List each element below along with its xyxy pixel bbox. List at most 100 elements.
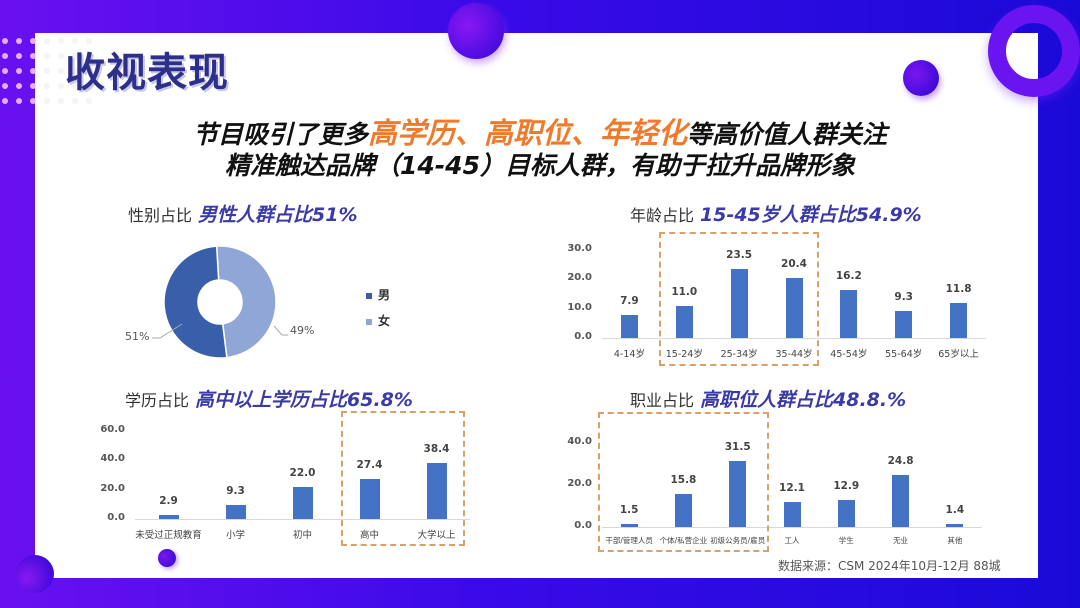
bar (892, 474, 910, 527)
section-emphasis: 男性人群占比51% (198, 204, 358, 226)
dot (16, 68, 22, 74)
bar-value-label: 9.3 (894, 290, 913, 303)
x-category-label: 未受过正规教育 (135, 530, 202, 541)
headline-prefix: 节目吸引了更多 (192, 120, 368, 149)
bar-value-label: 27.4 (356, 458, 383, 471)
dot (58, 53, 64, 59)
leader-line (273, 325, 288, 336)
x-axis-line (602, 338, 986, 339)
purple-sphere-decoration (16, 555, 54, 593)
bar (158, 514, 179, 519)
education-bar-chart: 0.0 20.0 40.0 60.0 2.9 未受过正规教育 9.3 小学 22.0 初中 27.4… (95, 411, 470, 555)
dot (2, 53, 8, 59)
data-source-note: 数据来源：CSM 2024年10月-12月 88城 (778, 559, 1001, 573)
education-section-title: 学历占比 高中以上学历占比65.8% (125, 385, 413, 412)
headline-suffix: 等高价值人群关注 (687, 120, 888, 149)
dot (58, 68, 64, 74)
dot (58, 83, 64, 89)
headline-line-2: 精准触达品牌（14-45）目标人群，有助于拉升品牌形象 (225, 151, 855, 180)
y-tick-label: 40.0 (567, 436, 592, 447)
y-tick-label: 20.0 (567, 478, 592, 489)
page-title: 收视表现 (65, 50, 229, 96)
x-category-label: 45-54岁 (830, 349, 868, 360)
dot (72, 98, 78, 104)
bar-value-label: 12.9 (833, 479, 860, 492)
slide-card (35, 33, 1038, 578)
donut-graphic (152, 245, 288, 359)
dot (58, 98, 64, 104)
dot (2, 68, 8, 74)
bar-value-label: 38.4 (423, 442, 450, 455)
y-tick-label: 30.0 (567, 243, 592, 254)
bar (729, 460, 747, 527)
dot (44, 98, 50, 104)
section-emphasis: 高职位人群占比48.8.% (700, 389, 907, 411)
x-category-label: 高中 (359, 530, 379, 541)
bar (225, 505, 246, 519)
bar (359, 478, 380, 519)
leader-line (152, 323, 183, 339)
x-category-label: 65岁以上 (938, 349, 979, 360)
x-category-label: 工人 (784, 536, 800, 545)
y-tick-label: 40.0 (100, 453, 125, 465)
x-category-label: 小学 (225, 530, 245, 541)
bar-value-label: 16.2 (835, 270, 862, 283)
dot (2, 98, 8, 104)
bar (620, 314, 638, 338)
bar-value-label: 9.3 (226, 485, 245, 498)
age-section-title: 年龄占比 15-45岁人群占比54.9% (630, 200, 922, 227)
bar (620, 523, 638, 527)
bar (785, 278, 803, 338)
x-category-label: 个体/私营企业 (659, 536, 708, 545)
bar (840, 290, 858, 338)
bar-value-label: 15.8 (670, 473, 697, 486)
dot (44, 53, 50, 59)
dot (2, 38, 8, 44)
x-category-label: 初级公务员/雇员 (710, 536, 766, 545)
donut-slice-male (163, 245, 228, 359)
bar (292, 486, 313, 519)
bar (426, 462, 447, 519)
bar-value-label: 22.0 (289, 466, 316, 479)
legend-swatch (366, 292, 372, 299)
x-category-label: 25-34岁 (720, 349, 758, 360)
x-category-label: 55-64岁 (885, 349, 923, 360)
dot (16, 38, 22, 44)
x-category-label: 无业 (893, 536, 909, 545)
purple-ring-decoration (988, 5, 1080, 97)
dot (44, 68, 50, 74)
dot (2, 83, 8, 89)
dot (72, 38, 78, 44)
dot (72, 83, 78, 89)
headline-highlight: 高学历、高职位、年轻化 (367, 116, 687, 150)
bar-value-label: 12.1 (779, 481, 805, 494)
bar-value-label: 1.4 (945, 504, 965, 517)
male-percent-label: 51% (125, 330, 150, 343)
purple-sphere-decoration (158, 549, 176, 567)
female-percent-label: 49% (290, 324, 315, 337)
highlight-box (658, 232, 820, 366)
y-tick-label: 0.0 (574, 520, 592, 531)
dot (30, 83, 36, 89)
dot (16, 83, 22, 89)
x-category-label: 初中 (292, 530, 312, 541)
dot-grid-decoration (2, 38, 92, 104)
occupation-bar-chart: 0.0 20.0 40.0 1.5 干部/管理人员 15.8 个体/私营企业 31.5 初级公务… (560, 412, 1000, 555)
dot (58, 38, 64, 44)
y-tick-label: 0.0 (107, 512, 125, 523)
legend-label: 男 (378, 288, 391, 302)
dot (86, 38, 92, 44)
y-tick-label: 10.0 (567, 301, 592, 313)
dot (30, 38, 36, 44)
purple-sphere-decoration (448, 3, 504, 59)
section-label: 职业占比 (630, 391, 695, 410)
dot (44, 83, 50, 89)
dot (72, 53, 78, 59)
highlight-box (598, 412, 769, 552)
y-tick-label: 20.0 (567, 272, 592, 284)
dot (86, 53, 92, 59)
section-emphasis: 高中以上学历占比65.8% (195, 389, 413, 411)
y-tick-label: 0.0 (574, 331, 592, 342)
section-label: 年龄占比 (630, 206, 695, 225)
x-category-label: 15-24岁 (665, 349, 703, 360)
